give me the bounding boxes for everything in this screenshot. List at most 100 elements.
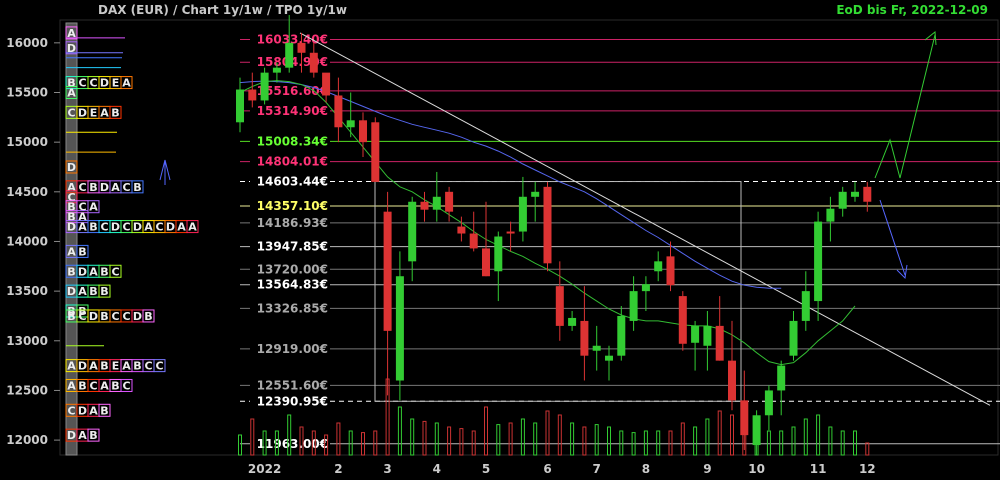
candle-body bbox=[272, 67, 281, 73]
volume-bar bbox=[484, 406, 488, 456]
level-label: 12390.95€ bbox=[257, 394, 328, 408]
volume-bar bbox=[693, 426, 698, 456]
candle-body bbox=[285, 42, 294, 68]
arrow-up-icon bbox=[159, 159, 171, 185]
tpo-letter: A bbox=[67, 360, 76, 373]
candle-body bbox=[666, 256, 675, 286]
level-label-bg bbox=[250, 215, 330, 229]
level-label: 12919.00€ bbox=[257, 342, 328, 356]
volume-bar bbox=[274, 430, 279, 456]
candle-body bbox=[383, 211, 392, 331]
volume-bar bbox=[238, 434, 242, 456]
tpo-letter: A bbox=[144, 221, 153, 234]
volume-bar bbox=[299, 426, 304, 456]
tpo-letter: D bbox=[67, 161, 76, 174]
tpo-cell bbox=[65, 86, 78, 99]
volume-bar bbox=[508, 422, 513, 456]
tpo-letter: A bbox=[89, 265, 98, 278]
volume-bar bbox=[348, 430, 353, 456]
tpo-letter: B bbox=[100, 310, 108, 323]
tpo-letter: B bbox=[133, 181, 141, 194]
tpo-cell bbox=[76, 210, 89, 224]
level-label: 13564.83€ bbox=[257, 278, 328, 292]
tpo-letter: C bbox=[78, 77, 86, 90]
tpo-letter: D bbox=[78, 106, 87, 119]
level-label-bg bbox=[250, 134, 330, 148]
candle-body bbox=[826, 208, 835, 222]
tpo-letter: D bbox=[100, 77, 109, 90]
tpo-letter: E bbox=[90, 106, 98, 119]
tpo-letter: D bbox=[78, 404, 87, 417]
plot-frame bbox=[59, 19, 999, 456]
tpo-letter: B bbox=[100, 404, 108, 417]
volume-bar bbox=[594, 424, 599, 456]
volume-bar bbox=[287, 414, 292, 456]
volume-bar bbox=[533, 422, 538, 456]
tpo-letter: B bbox=[78, 305, 86, 318]
candle-body bbox=[359, 120, 367, 143]
tpo-letter: C bbox=[89, 379, 97, 392]
candle-body bbox=[580, 320, 589, 356]
level-label-bg bbox=[250, 174, 330, 188]
tpo-letter: C bbox=[122, 310, 130, 323]
level-label-bg bbox=[250, 277, 330, 291]
tpo-cell bbox=[65, 41, 78, 55]
candle-body bbox=[248, 89, 257, 101]
tpo-letter: B bbox=[89, 221, 97, 234]
tpo-letter: B bbox=[89, 181, 97, 194]
tpo-letter: C bbox=[100, 221, 108, 234]
y-tick-label: 15500 bbox=[6, 86, 48, 100]
volume-bar bbox=[422, 420, 427, 456]
volume-bar bbox=[840, 430, 845, 456]
candle-body bbox=[678, 296, 687, 344]
volume-bar bbox=[730, 414, 734, 456]
candle-body bbox=[543, 186, 552, 264]
x-tick-label: 2022 bbox=[248, 462, 281, 476]
volume-bar bbox=[459, 428, 464, 456]
tpo-letter: C bbox=[155, 360, 163, 373]
level-label: 14357.10€ bbox=[257, 199, 328, 213]
tpo-letter: C bbox=[67, 106, 75, 119]
tpo-letter: C bbox=[78, 201, 86, 214]
candle-body bbox=[752, 415, 761, 446]
tpo-letter: D bbox=[78, 265, 87, 278]
x-tick-label: 5 bbox=[482, 462, 490, 476]
tpo-letter: B bbox=[67, 201, 75, 214]
volume-bar bbox=[447, 426, 452, 456]
tpo-letter: B bbox=[111, 379, 119, 392]
tpo-letter: D bbox=[67, 429, 76, 442]
candle-body bbox=[432, 196, 441, 210]
level-label-bg bbox=[250, 154, 330, 168]
candle-body bbox=[420, 201, 429, 210]
candle-body bbox=[457, 226, 466, 234]
trend-line bbox=[299, 32, 991, 406]
candle-body bbox=[260, 72, 269, 101]
candle-body bbox=[728, 360, 736, 401]
tpo-cell bbox=[109, 105, 122, 119]
candle-body bbox=[518, 196, 527, 232]
tpo-letter: A bbox=[67, 379, 76, 392]
tpo-letter: A bbox=[122, 360, 131, 373]
level-label-bg bbox=[250, 436, 330, 450]
candle-body bbox=[863, 186, 872, 202]
x-tick-label: 4 bbox=[433, 462, 441, 476]
candle-body bbox=[605, 355, 613, 361]
volume-bar bbox=[680, 422, 685, 456]
candle-body bbox=[764, 390, 773, 416]
tpo-letter: D bbox=[89, 310, 98, 323]
level-label: 14603.44€ bbox=[257, 175, 328, 189]
volume-bar bbox=[828, 426, 833, 456]
candle-body bbox=[715, 325, 724, 361]
volume-bar bbox=[471, 430, 476, 456]
tpo-letter: A bbox=[89, 360, 98, 373]
volume-bar bbox=[336, 422, 341, 456]
volume-bar bbox=[717, 410, 722, 456]
level-label: 15516.60€ bbox=[257, 84, 328, 98]
volume-bar bbox=[250, 418, 255, 456]
tpo-cell bbox=[65, 190, 78, 204]
candle-body bbox=[506, 231, 515, 234]
volume-bar bbox=[397, 406, 402, 456]
tpo-letter: D bbox=[111, 221, 120, 234]
candle-body bbox=[814, 221, 823, 302]
